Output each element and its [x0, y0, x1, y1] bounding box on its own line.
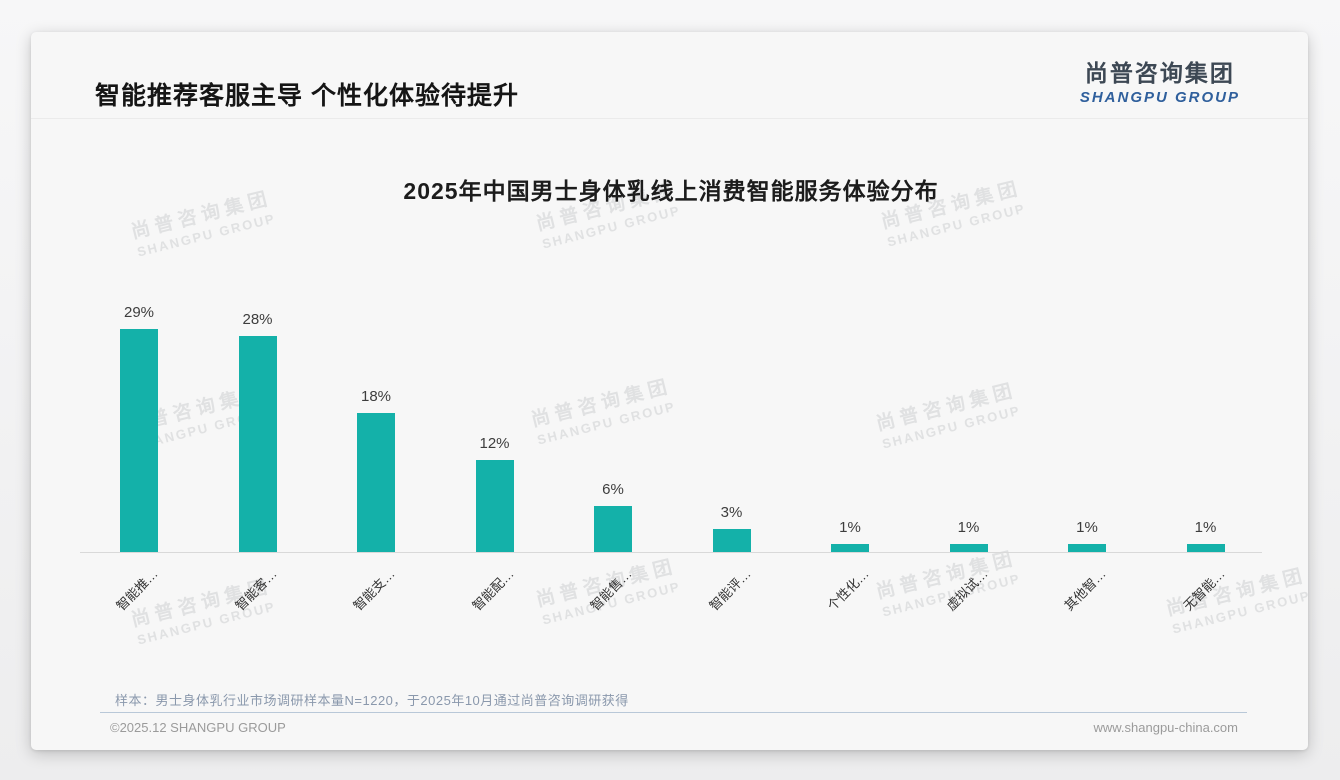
- x-axis-label: 个性化…: [824, 566, 872, 614]
- x-axis-label: 智能配…: [468, 566, 517, 614]
- slide-card: 尚普咨询集团 SHANGPU GROUP 尚普咨询集团 SHANGPU GROUP 尚普…: [31, 32, 1308, 750]
- bar-value-label: 18%: [360, 388, 392, 405]
- x-axis-label: 智能售…: [587, 566, 635, 614]
- bar-value-label: 1%: [839, 519, 861, 536]
- sample-footnote: 样本：男士身体乳行业市场调研样本量N=1220，于2025年10月通过尚普咨询调…: [115, 693, 629, 708]
- header-divider: [31, 118, 1308, 119]
- x-axis-label: 无智能…: [1179, 566, 1228, 614]
- logo-text-en: SHANGPU GROUP: [1079, 89, 1240, 106]
- website-url: www.shangpu-china.com: [1093, 720, 1238, 735]
- footer-divider: [100, 712, 1247, 713]
- bar-chart: 2025年中国男士身体乳线上消费智能服务体验分布 29% 智能推… 28% 智能客… 1…: [31, 32, 1308, 750]
- x-axis-label: 虚拟试…: [942, 566, 991, 614]
- bar-value-label: 6%: [602, 481, 624, 498]
- logo-text-cn: 尚普咨询集团: [1084, 60, 1235, 86]
- bar: [949, 544, 988, 552]
- bar: [238, 336, 277, 552]
- bar: [1068, 544, 1106, 552]
- bar: [594, 506, 632, 552]
- copyright-text: ©2025.12 SHANGPU GROUP: [110, 720, 286, 735]
- bar: [120, 329, 158, 552]
- bar: [475, 460, 514, 552]
- bar-value-label: 1%: [1194, 519, 1217, 536]
- x-axis-label: 智能支…: [350, 566, 398, 614]
- bar-value-label: 1%: [1076, 519, 1098, 536]
- x-axis-label: 智能评…: [705, 566, 754, 614]
- slide-title: 智能推荐客服主导 个性化体验待提升: [95, 82, 519, 110]
- x-axis-line: [80, 552, 1262, 553]
- company-logo: 尚普咨询集团 SHANGPU GROUP: [1080, 54, 1240, 106]
- x-axis-label: 其他智…: [1061, 566, 1109, 614]
- x-axis-label: 智能客…: [231, 566, 280, 614]
- bar: [831, 544, 869, 552]
- bar-value-label: 12%: [479, 435, 510, 452]
- x-axis-label: 智能推…: [113, 566, 161, 614]
- bar-value-label: 28%: [242, 311, 273, 328]
- bar: [357, 413, 395, 552]
- bar: [1186, 544, 1225, 552]
- bar-value-label: 3%: [720, 504, 743, 521]
- footer: ©2025.12 SHANGPU GROUP www.shangpu-china…: [110, 720, 1238, 735]
- chart-title: 2025年中国男士身体乳线上消费智能服务体验分布: [403, 178, 939, 204]
- bar-value-label: 1%: [957, 519, 980, 536]
- bar-value-label: 29%: [123, 304, 155, 321]
- bar: [712, 529, 751, 552]
